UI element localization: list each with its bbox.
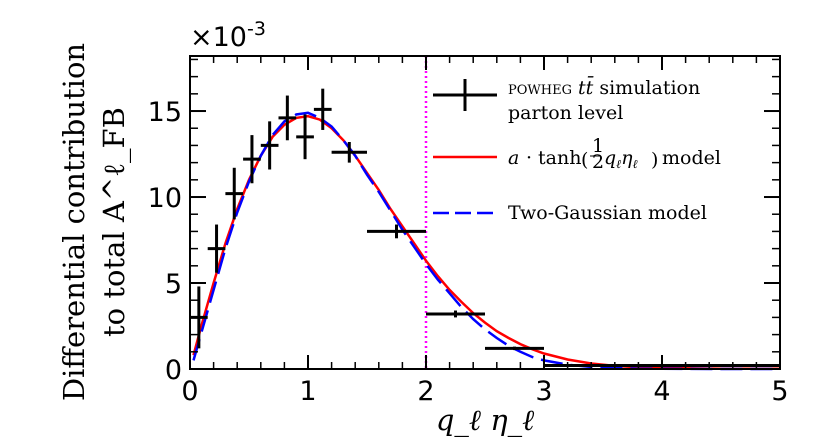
legend-entry-two-gaussian: Two-Gaussian model bbox=[508, 202, 707, 224]
y-multiplier-exp: -3 bbox=[247, 18, 266, 40]
y-tick-label-3: 15 bbox=[148, 97, 182, 128]
legend: powheg tt̄ simulation parton level a · t… bbox=[433, 75, 721, 224]
y-axis-title: Differential contribution to total A^ℓ_F… bbox=[57, 43, 132, 401]
legend-entry-tanh: a · tanh ( 1 2 qℓηℓ ) model bbox=[508, 135, 721, 173]
x-tick-label-3: 3 bbox=[535, 376, 552, 407]
legend-tanh-dot: · bbox=[526, 147, 532, 169]
two-gaussian-curve bbox=[192, 111, 780, 371]
y-tick-label-2: 10 bbox=[148, 183, 182, 214]
y-axis-title-line1: Differential contribution bbox=[57, 43, 91, 401]
x-tick-label-0: 0 bbox=[181, 376, 198, 407]
x-tick-label-5: 5 bbox=[771, 376, 788, 407]
y-axis-title-line2: to total A^ℓ_FB bbox=[97, 107, 132, 337]
x-tick-label-4: 4 bbox=[653, 376, 670, 407]
legend-ttbar: tt̄ bbox=[578, 75, 594, 99]
y-tick-label-0: 0 bbox=[165, 355, 182, 386]
legend-simulation: simulation bbox=[593, 77, 700, 99]
legend-entry-data: powheg tt̄ simulation bbox=[508, 75, 700, 99]
legend-tanh-a: a bbox=[508, 147, 519, 169]
y-multiplier-base: ×10 bbox=[190, 22, 247, 53]
y-tick-label-1: 5 bbox=[165, 269, 182, 300]
legend-tanh-model: model bbox=[662, 147, 721, 169]
plot-frame bbox=[189, 55, 781, 370]
series-layer bbox=[190, 88, 781, 371]
legend-powheg: powheg bbox=[508, 77, 572, 99]
legend-tanh-half-den: 2 bbox=[592, 151, 604, 173]
x-tick-label-2: 2 bbox=[417, 376, 434, 407]
frame-layer bbox=[189, 55, 781, 370]
y-multiplier: ×10-3 bbox=[190, 18, 266, 53]
x-tick-label-1: 1 bbox=[299, 376, 316, 407]
legend-tanh-half-num: 1 bbox=[592, 135, 604, 157]
x-axis-title: q_ℓ η_ℓ bbox=[436, 403, 534, 438]
legend-tanh-lparen: ( bbox=[581, 149, 588, 171]
legend-entry-data-line2: parton level bbox=[508, 102, 623, 124]
legend-tanh-rparen: ) bbox=[651, 149, 658, 171]
legend-tanh-arg: qℓηℓ bbox=[604, 147, 638, 171]
legend-tanh-fn: tanh bbox=[538, 147, 581, 169]
